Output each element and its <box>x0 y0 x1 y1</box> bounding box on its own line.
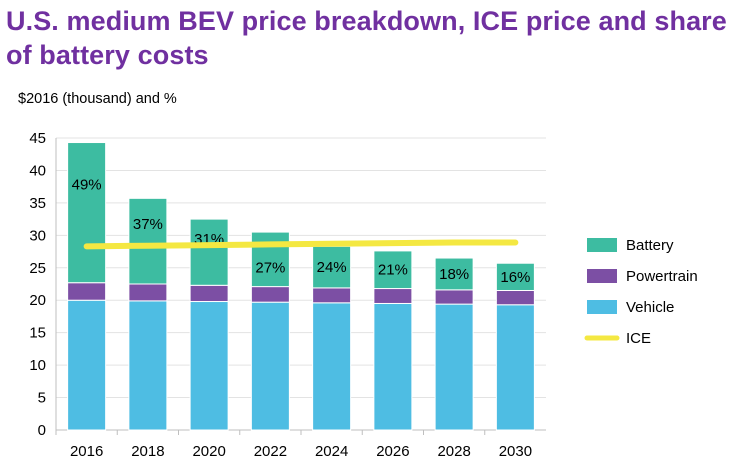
bar-powertrain <box>189 284 229 303</box>
legend-label-ice: ICE <box>626 330 651 347</box>
y-tick-label: 45 <box>29 130 46 147</box>
ice-line-path <box>83 239 519 250</box>
chart-title: U.S. medium BEV price breakdown, ICE pri… <box>6 6 727 70</box>
battery-share-label: 37% <box>133 216 163 233</box>
y-tick-label: 10 <box>29 357 46 374</box>
y-tick-label: 15 <box>29 325 46 342</box>
legend-swatch-battery <box>587 238 617 252</box>
bar-battery <box>128 197 168 285</box>
legend-label-battery: Battery <box>626 237 674 254</box>
y-tick-label: 25 <box>29 260 46 277</box>
bar-vehicle <box>67 299 107 431</box>
legend-label-powertrain: Powertrain <box>626 268 698 285</box>
bar-powertrain <box>67 282 107 301</box>
y-tick-label: 40 <box>29 162 46 179</box>
y-tick-label: 35 <box>29 195 46 212</box>
bar-vehicle <box>189 301 229 431</box>
x-tick-label: 2018 <box>131 443 164 460</box>
x-tick-label: 2024 <box>315 443 348 460</box>
bar-powertrain <box>128 283 168 302</box>
bar-vehicle <box>312 302 352 431</box>
bar-vehicle <box>250 301 290 431</box>
battery-share-labels: 49%37%31%27% 24% 21% 18% 16% <box>72 177 531 286</box>
ice-line <box>83 239 519 250</box>
y-tick-label: 20 <box>29 292 46 309</box>
bar-battery <box>373 250 413 290</box>
y-axis-unit-label: $2016 (thousand) and % <box>18 91 177 107</box>
legend-label-vehicle: Vehicle <box>626 299 674 316</box>
bar-battery <box>189 218 229 286</box>
x-tick-label: 2030 <box>499 443 532 460</box>
battery-share-label: 21% <box>378 262 408 279</box>
battery-share-label: 49% <box>72 177 102 194</box>
bar-vehicle <box>373 302 413 431</box>
bar-powertrain <box>434 289 474 305</box>
bar-battery <box>67 142 107 284</box>
y-tick-label: 5 <box>38 390 46 407</box>
battery-share-label: 27% <box>255 259 285 276</box>
axes: 0 5 10 15 20 25 30 35 40 45 2016 2018 2020 2022 2024 20… <box>29 130 546 460</box>
bar-battery <box>312 245 352 289</box>
bar-powertrain <box>373 288 413 304</box>
bar-battery <box>495 262 535 291</box>
y-tick-label: 30 <box>29 227 46 244</box>
bar-powertrain <box>312 287 352 304</box>
x-tick-label: 2020 <box>192 443 225 460</box>
bar-vehicle <box>434 303 474 431</box>
bar-vehicle <box>495 304 535 431</box>
battery-share-label: 16% <box>500 269 530 286</box>
battery-share-label: 24% <box>317 259 347 276</box>
bar-powertrain <box>495 289 535 306</box>
bar-battery <box>250 231 290 288</box>
legend-swatch-powertrain <box>587 269 617 283</box>
stacked-bars <box>67 142 535 431</box>
x-tick-label: 2022 <box>254 443 287 460</box>
bar-battery <box>434 257 474 291</box>
battery-share-label: 18% <box>439 266 469 283</box>
bar-powertrain <box>250 286 290 303</box>
x-tick-label: 2028 <box>437 443 470 460</box>
x-tick-label: 2026 <box>376 443 409 460</box>
bar-vehicle <box>128 300 168 431</box>
legend-swatch-vehicle <box>587 300 617 314</box>
x-tick-label: 2016 <box>70 443 103 460</box>
legend: Battery Powertrain Vehicle ICE <box>584 237 698 347</box>
y-tick-label: 0 <box>38 422 46 439</box>
